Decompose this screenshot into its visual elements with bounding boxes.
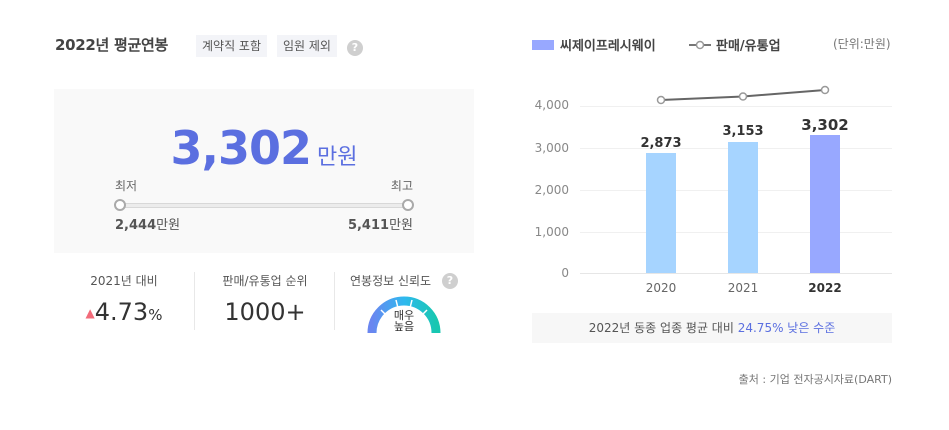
max-salary-unit: 만원 <box>389 218 413 233</box>
average-salary-unit: 만원 <box>317 145 358 170</box>
bar-label: 3,153 <box>722 124 764 139</box>
data-source: 출처 : 기업 전자공시자료(DART) <box>738 373 892 386</box>
max-salary: 5,411만원 <box>348 214 413 233</box>
average-salary: 3,302 만원 <box>54 121 474 175</box>
yoy-change: ▲4.73% <box>64 298 184 326</box>
min-label: 최저 <box>115 179 138 193</box>
y-tick: 3,000 <box>534 141 569 155</box>
question-circle-icon[interactable]: ? <box>347 40 363 56</box>
bar-label: 3,302 <box>801 116 849 134</box>
comparison-highlight: 24.75% 낮은 수준 <box>737 321 836 335</box>
max-salary-value: 5,411 <box>347 218 390 233</box>
salary-range-track <box>121 203 411 208</box>
grid-line <box>580 106 892 107</box>
reliability-text: 매우 높음 <box>367 310 441 332</box>
max-knob <box>402 199 414 211</box>
y-tick: 0 <box>561 266 569 280</box>
legend-company-label: 씨제이프레시웨이 <box>560 39 656 54</box>
page-title: 2022년 평균연봉 <box>55 36 168 54</box>
question-circle-icon[interactable]: ? <box>442 273 458 289</box>
min-knob <box>114 199 126 211</box>
min-salary: 2,444만원 <box>115 214 180 233</box>
legend-industry-label: 판매/유통업 <box>716 39 781 54</box>
bar-label: 2,873 <box>640 136 682 151</box>
industry-line <box>656 85 830 105</box>
divider <box>334 272 335 330</box>
comparison-text: 2022년 동종 업종 평균 대비 <box>588 321 738 335</box>
legend-company: 씨제이프레시웨이 <box>532 35 656 54</box>
y-tick: 2,000 <box>534 183 569 197</box>
min-salary-unit: 만원 <box>156 218 181 233</box>
x-axis <box>580 273 892 274</box>
unit-label: (단위:만원) <box>833 37 891 51</box>
yoy-value: 4.73 <box>94 298 149 326</box>
industry-comparison: 2022년 동종 업종 평균 대비 24.75% 낮은 수준 <box>532 313 892 343</box>
x-tick: 2020 <box>645 281 677 295</box>
reliability-gauge-icon <box>367 296 441 334</box>
x-tick: 2022 <box>808 281 842 295</box>
y-tick: 1,000 <box>534 225 569 239</box>
min-salary-value: 2,444 <box>115 218 157 233</box>
bar-legend-icon <box>532 39 554 50</box>
rank-value: 1000+ <box>224 298 306 326</box>
bar-2022[interactable] <box>810 135 840 273</box>
rank-label: 판매/유통업 순위 <box>222 274 308 288</box>
max-label: 최고 <box>390 179 413 193</box>
yoy-suffix: % <box>148 306 163 324</box>
x-tick: 2021 <box>727 281 759 295</box>
bar-2020[interactable] <box>646 153 676 273</box>
line-legend-icon <box>689 40 711 49</box>
y-tick: 4,000 <box>534 98 569 112</box>
reliability-line2: 높음 <box>393 320 415 333</box>
legend-industry: 판매/유통업 <box>688 35 781 54</box>
yoy-label: 2021년 대비 <box>90 274 158 288</box>
divider <box>194 272 195 330</box>
reliability-label: 연봉정보 신뢰도 <box>350 274 432 288</box>
average-salary-value: 3,302 <box>170 121 313 175</box>
bar-2021[interactable] <box>728 142 758 273</box>
tag-executive-excluded: 임원 제외 <box>277 35 337 57</box>
average-salary-panel: 3,302 만원 최저 최고 2,444만원 5,411만원 <box>54 89 474 253</box>
tag-contract-included: 계약직 포함 <box>196 35 268 57</box>
reliability-line1: 매우 <box>393 309 415 322</box>
trend-up-icon: ▲ <box>85 306 95 320</box>
